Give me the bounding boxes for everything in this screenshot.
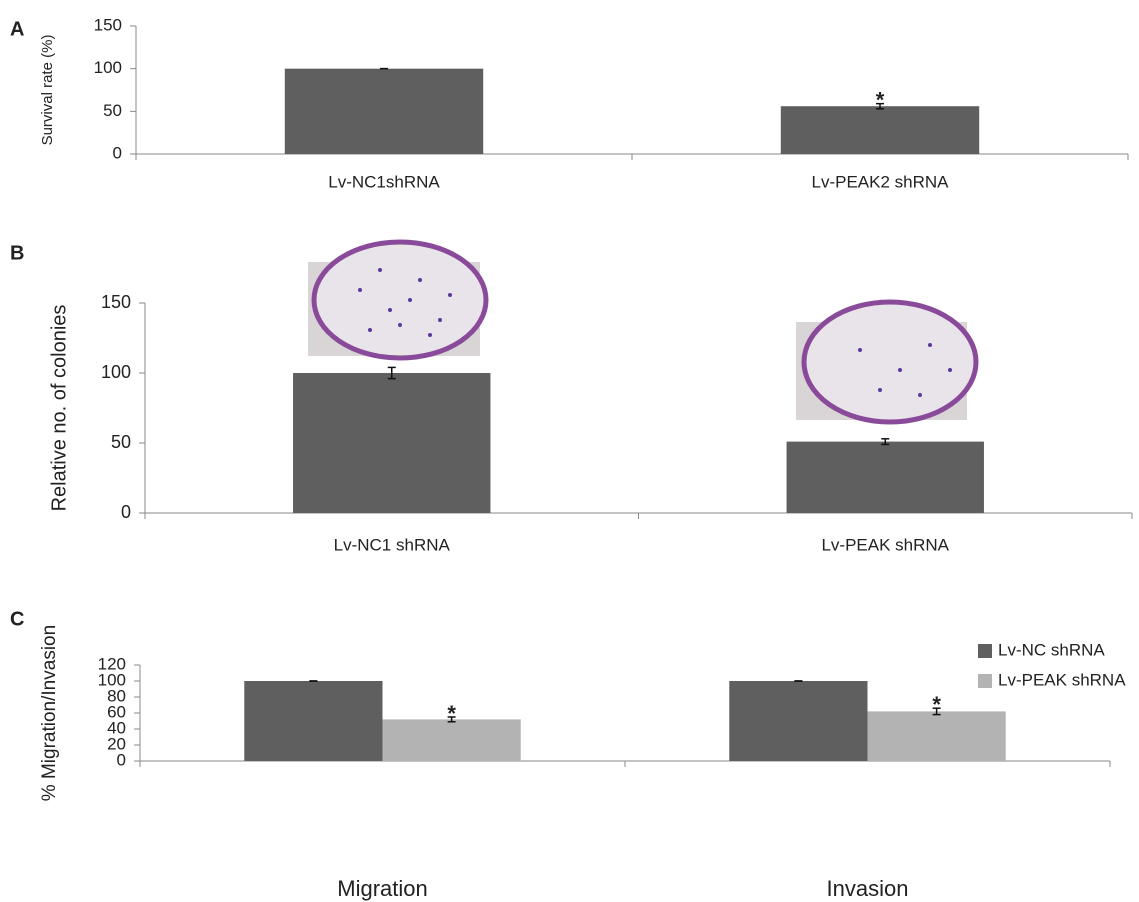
y-tick-label: 50	[111, 432, 131, 452]
y-tick-label: 150	[101, 292, 131, 312]
legend-label: Lv-PEAK shRNA	[998, 670, 1126, 689]
panel-label: A	[10, 18, 24, 40]
colony-plate-image	[308, 242, 486, 358]
y-axis-title: Relative no. of colonies	[48, 305, 70, 512]
x-tick-label: Lv-NC1shRNA	[328, 172, 440, 191]
panel-label: B	[10, 242, 24, 264]
legend-swatch	[978, 644, 992, 658]
bar	[244, 681, 382, 761]
legend-swatch	[978, 674, 992, 688]
bar	[729, 681, 867, 761]
bar	[787, 442, 984, 513]
y-tick-label: 150	[94, 15, 122, 34]
y-tick-label: 0	[121, 502, 131, 522]
x-tick-label: Migration	[337, 876, 427, 901]
y-axis-title: % Migration/Invasion	[39, 625, 60, 801]
bar	[781, 106, 979, 154]
significance-marker: *	[876, 87, 885, 112]
bar	[293, 373, 490, 513]
y-tick-label: 100	[94, 58, 122, 77]
figure: A Survival rate (%) 0 50 100 150 Lv-NC1shRNA Lv…	[0, 0, 1139, 902]
y-axis-title: Survival rate (%)	[39, 35, 56, 146]
x-tick-label: Lv-NC1 shRNA	[334, 535, 451, 554]
significance-marker: *	[932, 692, 941, 717]
y-tick-label: 50	[103, 101, 122, 120]
y-tick-label: 120	[98, 654, 126, 673]
legend-label: Lv-NC shRNA	[998, 640, 1105, 659]
panel-label: C	[10, 608, 24, 630]
x-tick-label: Invasion	[827, 876, 909, 901]
significance-marker: *	[447, 701, 456, 726]
y-tick-label: 100	[101, 362, 131, 382]
x-tick-label: Lv-PEAK shRNA	[821, 535, 949, 554]
colony-plate-image	[796, 302, 976, 422]
y-tick-label: 0	[113, 143, 122, 162]
x-tick-label: Lv-PEAK2 shRNA	[812, 172, 950, 191]
bar	[285, 69, 483, 154]
bar	[868, 711, 1006, 761]
